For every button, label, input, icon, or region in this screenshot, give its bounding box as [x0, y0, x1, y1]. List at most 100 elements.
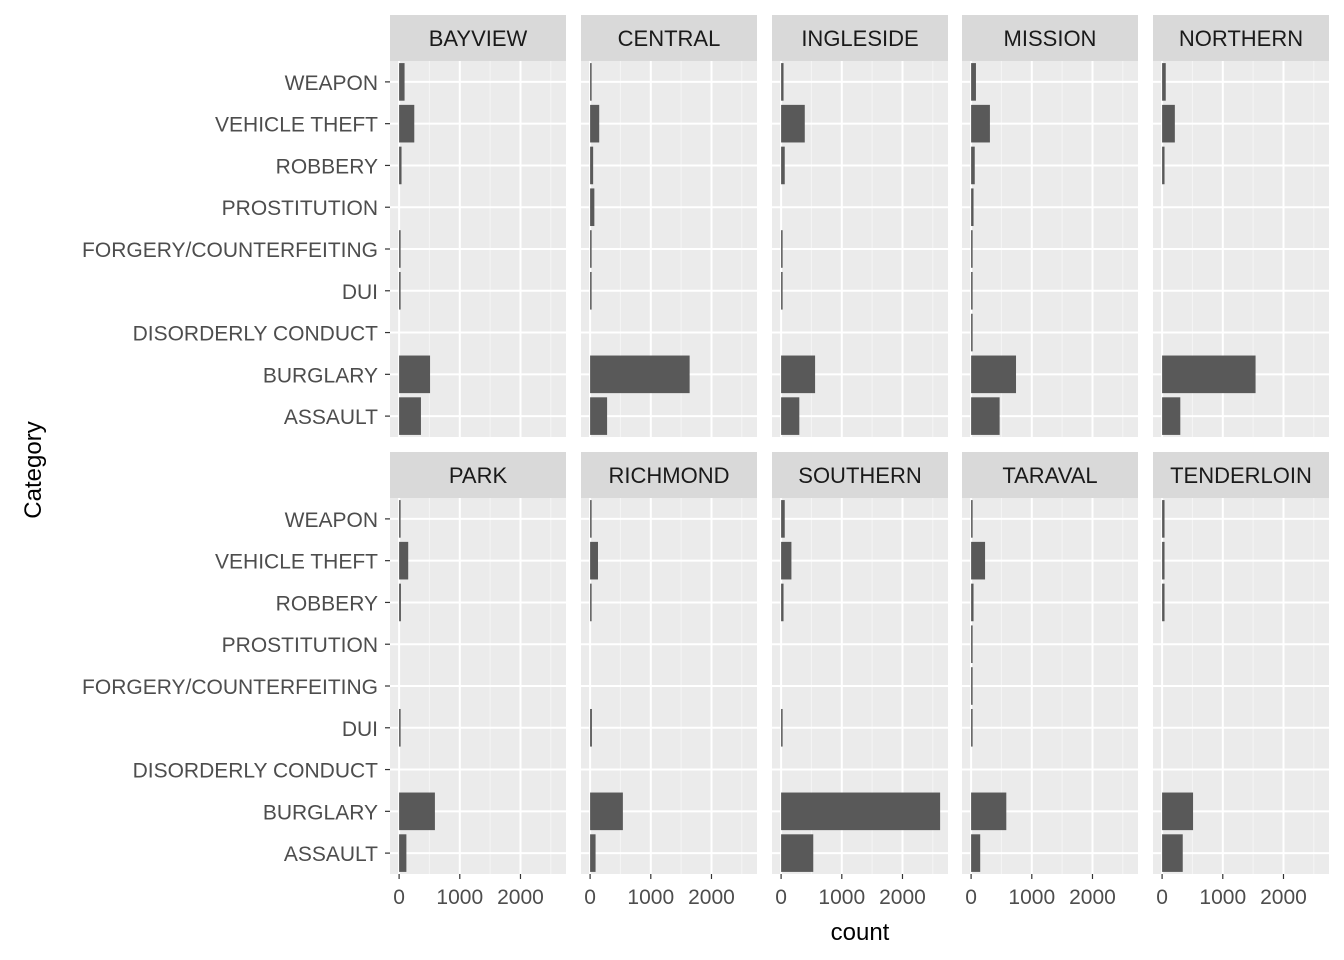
bar-dui [399, 271, 401, 310]
facet-strip [962, 15, 1138, 61]
bar-robbery [399, 583, 401, 622]
facet-strip [581, 452, 757, 498]
bar-weapon [590, 500, 592, 538]
facet-panel-taraval: TARAVAL [962, 452, 1138, 874]
y-tick-label: PROSTITUTION [222, 197, 378, 220]
facet-strip [772, 15, 948, 61]
y-tick-label: WEAPON [285, 509, 378, 532]
bar-weapon [1162, 500, 1165, 538]
bar-weapon [590, 63, 592, 101]
x-tick-label: 1000 [1008, 886, 1055, 909]
bar-dui [971, 271, 973, 310]
facet-strip [772, 452, 948, 498]
bar-burglary [1162, 792, 1194, 831]
y-tick-label: ASSAULT [284, 406, 378, 429]
facet-strip [581, 15, 757, 61]
bar-vehicle-theft [399, 541, 409, 580]
bar-assault [971, 397, 1000, 435]
bar-weapon [781, 63, 784, 101]
facet-panel-park: PARK [390, 452, 566, 874]
facet-strip-label: TARAVAL [1002, 463, 1097, 488]
facet-strip [1153, 452, 1329, 498]
bar-assault [399, 834, 407, 872]
facet-strip-label: CENTRAL [618, 26, 721, 51]
bar-weapon [399, 63, 405, 101]
x-tick-label: 1000 [1199, 886, 1246, 909]
bar-assault [590, 834, 596, 872]
bar-robbery [781, 146, 785, 185]
bar-forgery-counterfeiting [971, 230, 973, 268]
facet-panel-northern: NORTHERN [1153, 15, 1329, 437]
x-axis-title: count [831, 919, 890, 946]
facet-strip-label: SOUTHERN [798, 463, 921, 488]
facet-strip [962, 452, 1138, 498]
y-tick-label: ROBBERY [276, 155, 378, 178]
y-tick-label: ASSAULT [284, 843, 378, 866]
x-tick-label: 2000 [1260, 886, 1307, 909]
bar-assault [399, 397, 421, 435]
bar-vehicle-theft [781, 541, 792, 580]
bar-prostitution [590, 188, 595, 227]
x-tick-label: 1000 [436, 886, 483, 909]
x-axes: 0 1000 2000 0 1000 2000 0 1000 2000 0 1000 2000 0 100… [393, 874, 1307, 909]
y-axes: ASSAULT BURGLARY DISORDERLY CONDUCT DUI FORG… [82, 72, 390, 866]
y-tick-label: BURGLARY [263, 364, 378, 387]
bar-vehicle-theft [971, 541, 986, 580]
y-tick-label: FORGERY/COUNTERFEITING [82, 676, 378, 699]
bar-vehicle-theft [590, 104, 600, 143]
facet-strip-label: INGLESIDE [801, 26, 918, 51]
facet-strip-label: MISSION [1004, 26, 1097, 51]
bar-forgery-counterfeiting [781, 230, 783, 268]
facet-strip-label: NORTHERN [1179, 26, 1303, 51]
y-tick-label: VEHICLE THEFT [215, 114, 378, 137]
facet-panel-richmond: RICHMOND [581, 452, 757, 874]
y-tick-label: VEHICLE THEFT [215, 551, 378, 574]
facet-panel-tenderloin: TENDERLOIN [1153, 452, 1329, 874]
bar-disorderly-conduct [971, 313, 973, 352]
bar-assault [971, 834, 981, 872]
facet-strip [1153, 15, 1329, 61]
x-tick-label: 1000 [627, 886, 674, 909]
facet-panel-ingleside: INGLESIDE [772, 15, 948, 437]
bar-burglary [399, 355, 431, 394]
bar-vehicle-theft [590, 541, 598, 580]
bar-dui [971, 708, 973, 747]
bar-weapon [781, 500, 785, 538]
facet-panel-mission: MISSION [962, 15, 1138, 437]
bar-burglary [590, 355, 690, 394]
bar-dui [781, 708, 783, 747]
bar-vehicle-theft [971, 104, 990, 143]
bar-robbery [971, 146, 975, 185]
y-axis-title: Category [20, 421, 47, 518]
bar-burglary [1162, 355, 1256, 394]
y-tick-label: WEAPON [285, 72, 378, 95]
facet-panel-central: CENTRAL [581, 15, 757, 437]
y-tick-label: PROSTITUTION [222, 634, 378, 657]
y-tick-label: DUI [342, 718, 378, 741]
facet-panels: BAYVIEW CENTRAL INGLESIDE MISSION NORTHERN PA… [390, 15, 1329, 874]
facet-strip [390, 15, 566, 61]
bar-weapon [971, 63, 976, 101]
bar-dui [781, 271, 783, 310]
x-tick-label: 0 [775, 886, 787, 909]
bar-vehicle-theft [1162, 541, 1165, 580]
bar-dui [399, 708, 401, 747]
y-tick-label: DISORDERLY CONDUCT [133, 323, 379, 346]
bar-burglary [399, 792, 435, 831]
x-tick-label: 0 [965, 886, 977, 909]
bar-forgery-counterfeiting [971, 667, 973, 705]
bar-forgery-counterfeiting [399, 230, 401, 268]
x-tick-label: 2000 [1069, 886, 1116, 909]
bar-burglary [781, 355, 816, 394]
bar-robbery [781, 583, 784, 622]
y-tick-label: BURGLARY [263, 801, 378, 824]
x-tick-label: 1000 [818, 886, 865, 909]
x-tick-label: 0 [584, 886, 596, 909]
x-tick-label: 0 [393, 886, 405, 909]
bar-robbery [1162, 146, 1165, 185]
bar-dui [590, 271, 592, 310]
bar-robbery [590, 583, 592, 622]
facet-strip [390, 452, 566, 498]
bar-burglary [971, 792, 1007, 831]
bar-burglary [781, 792, 941, 831]
